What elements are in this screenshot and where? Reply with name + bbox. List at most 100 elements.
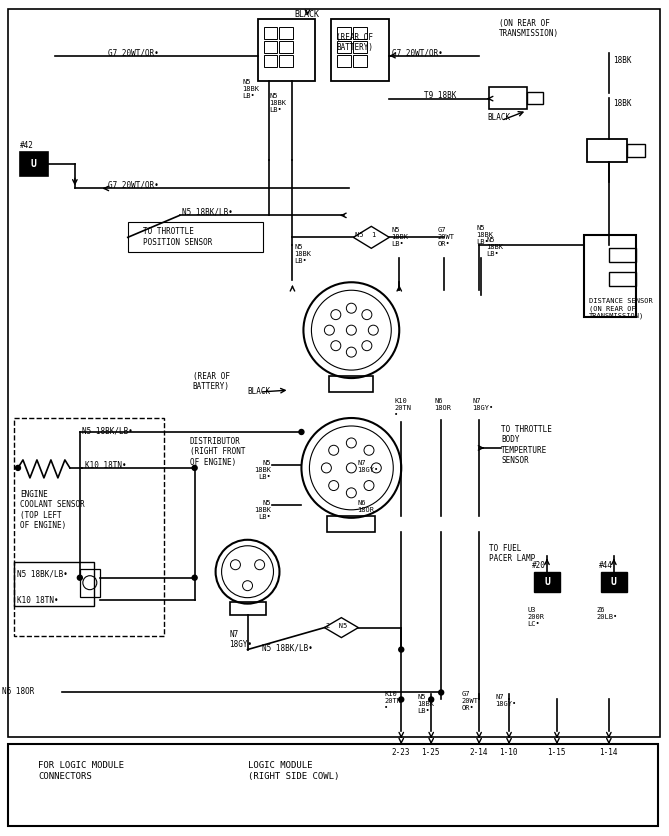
Text: Z6
20LB•: Z6 20LB• — [597, 607, 618, 619]
Text: 2-14: 2-14 — [469, 748, 488, 757]
Text: N5 18BK/LB•: N5 18BK/LB• — [82, 427, 132, 436]
Text: U: U — [611, 577, 617, 587]
Text: N5
18BK
LB•: N5 18BK LB• — [254, 500, 272, 520]
Text: LOGIC MODULE
(RIGHT SIDE COWL): LOGIC MODULE (RIGHT SIDE COWL) — [248, 762, 339, 781]
Bar — [280, 27, 294, 38]
Text: N5
18BK
LB•: N5 18BK LB• — [254, 460, 272, 480]
Text: BLACK: BLACK — [294, 10, 320, 18]
Text: N5
18BK
LB•: N5 18BK LB• — [417, 695, 434, 715]
Text: #20: #20 — [532, 561, 546, 569]
Circle shape — [429, 697, 434, 702]
Text: N5
18BK
LB•: N5 18BK LB• — [243, 79, 260, 99]
Text: U: U — [30, 160, 36, 170]
Text: 2  N5: 2 N5 — [326, 623, 348, 629]
Bar — [584, 236, 636, 317]
Circle shape — [15, 466, 21, 471]
Bar — [128, 222, 262, 252]
Text: U: U — [544, 577, 550, 587]
Bar — [331, 18, 389, 80]
Text: N5  1: N5 1 — [355, 232, 377, 238]
Text: ENGINE
COOLANT SENSOR
(TOP LEFT
OF ENGINE): ENGINE COOLANT SENSOR (TOP LEFT OF ENGIN… — [20, 490, 85, 530]
Text: TO FUEL
PACER LAMP: TO FUEL PACER LAMP — [489, 543, 535, 563]
Text: K10
20TN
•: K10 20TN • — [394, 398, 411, 418]
Circle shape — [299, 430, 304, 435]
Circle shape — [399, 647, 404, 652]
Text: (ON REAR OF
TRANSMISSION): (ON REAR OF TRANSMISSION) — [499, 18, 559, 38]
Text: G7 20WT/OR•: G7 20WT/OR• — [392, 48, 443, 58]
Text: N5
18BK
LB•: N5 18BK LB• — [391, 227, 408, 247]
Circle shape — [439, 690, 444, 695]
Bar — [601, 572, 627, 592]
Text: #42: #42 — [20, 141, 34, 150]
Bar — [609, 248, 636, 263]
Bar — [264, 41, 278, 53]
Circle shape — [192, 575, 197, 580]
Bar — [258, 18, 315, 80]
Bar — [337, 54, 351, 67]
Text: 1-10: 1-10 — [499, 748, 518, 757]
Text: N6 18OR: N6 18OR — [2, 687, 34, 696]
Bar — [353, 27, 367, 38]
Text: G7
20WT
OR•: G7 20WT OR• — [437, 227, 454, 247]
Text: #44: #44 — [599, 561, 613, 569]
Text: FOR LOGIC MODULE
CONNECTORS: FOR LOGIC MODULE CONNECTORS — [38, 762, 124, 781]
Text: 1-25: 1-25 — [421, 748, 440, 757]
Bar — [489, 87, 527, 109]
Bar — [534, 572, 560, 592]
Text: N7
18GY•: N7 18GY• — [495, 695, 516, 707]
Bar — [353, 54, 367, 67]
Circle shape — [192, 466, 197, 471]
Text: N5
18BK
LB•: N5 18BK LB• — [476, 226, 493, 245]
Text: 1-14: 1-14 — [599, 748, 617, 757]
Text: BLACK: BLACK — [248, 387, 271, 396]
Bar — [14, 562, 94, 605]
Text: DISTANCE SENSOR
(ON REAR OF
TRANSMISSION): DISTANCE SENSOR (ON REAR OF TRANSMISSION… — [589, 298, 653, 319]
Bar — [527, 92, 543, 104]
Text: N5
18BK
LB•: N5 18BK LB• — [270, 93, 286, 113]
Text: 1-15: 1-15 — [547, 748, 565, 757]
Text: K10 18TN•: K10 18TN• — [85, 461, 126, 470]
Bar — [20, 152, 48, 176]
Bar — [329, 376, 373, 392]
Text: K10
20TN
•: K10 20TN • — [384, 691, 401, 711]
Bar — [264, 27, 278, 38]
Text: BLACK: BLACK — [487, 113, 510, 121]
Text: N5 18BK/LB•: N5 18BK/LB• — [17, 569, 68, 579]
Text: N5
18BK
LB•: N5 18BK LB• — [486, 237, 503, 257]
Text: N7
18GY•: N7 18GY• — [229, 630, 253, 649]
Bar — [8, 8, 660, 737]
Text: G7 20WT/OR•: G7 20WT/OR• — [108, 48, 159, 58]
Circle shape — [78, 575, 82, 580]
Text: N6
18OR: N6 18OR — [434, 398, 451, 411]
Text: 2-23: 2-23 — [391, 748, 410, 757]
Text: G7
20WT
OR•: G7 20WT OR• — [461, 691, 478, 711]
Bar — [327, 516, 375, 532]
Bar — [80, 568, 100, 597]
Bar — [587, 139, 627, 162]
Text: 18BK: 18BK — [613, 56, 632, 64]
Bar — [14, 418, 164, 635]
Text: (REAR OF
BATTERY): (REAR OF BATTERY) — [193, 372, 229, 391]
Text: K10 18TN•: K10 18TN• — [17, 596, 59, 604]
Bar — [353, 41, 367, 53]
Bar — [264, 54, 278, 67]
Text: T9 18BK: T9 18BK — [424, 90, 456, 99]
Text: TO THROTTLE
BODY
TEMPERTURE
SENSOR: TO THROTTLE BODY TEMPERTURE SENSOR — [501, 425, 552, 465]
Text: N5
18BK
LB•: N5 18BK LB• — [294, 244, 312, 264]
Text: N6
18OR: N6 18OR — [357, 500, 375, 512]
Text: N7
18GY•: N7 18GY• — [472, 398, 493, 411]
Bar — [229, 602, 266, 614]
Bar — [8, 744, 658, 826]
Bar — [337, 27, 351, 38]
Circle shape — [399, 697, 404, 702]
Bar — [280, 54, 294, 67]
Text: 18BK: 18BK — [613, 99, 632, 108]
Text: N7
18GY•: N7 18GY• — [357, 460, 379, 473]
Bar — [280, 41, 294, 53]
Text: U3
200R
LC•: U3 200R LC• — [527, 607, 544, 627]
Text: DISTRIBUTOR
(RIGHT FRONT
OF ENGINE): DISTRIBUTOR (RIGHT FRONT OF ENGINE) — [189, 437, 245, 466]
Text: N5 18BK/LB•: N5 18BK/LB• — [262, 644, 312, 653]
Text: N5 18BK/LB•: N5 18BK/LB• — [182, 207, 233, 217]
Bar — [627, 144, 645, 157]
Bar — [609, 273, 636, 286]
